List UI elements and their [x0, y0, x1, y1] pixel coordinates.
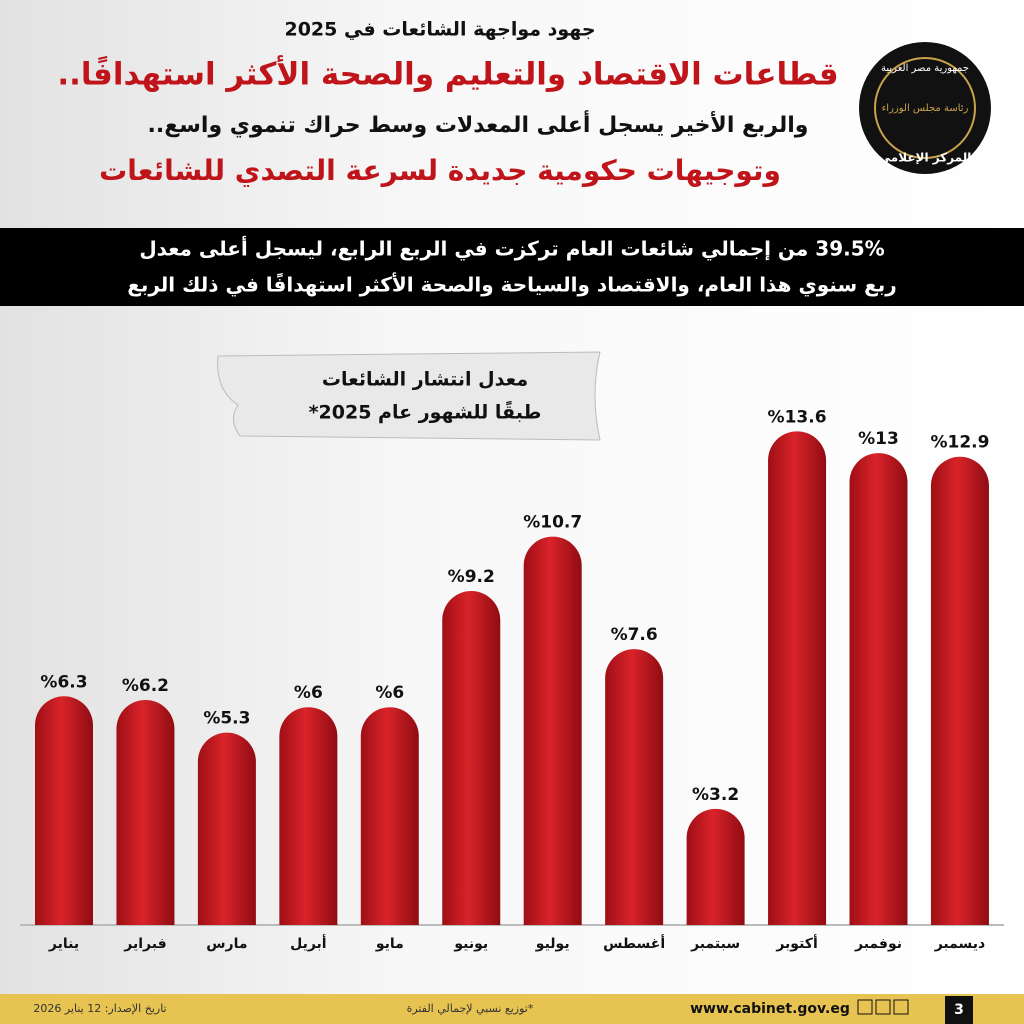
subheadline: وتوجيهات حكومية جديدة لسرعة التصدي للشائ…	[99, 154, 781, 187]
bar	[197, 732, 256, 925]
x-tick-label: يوليو	[535, 936, 570, 952]
banner	[0, 228, 1024, 306]
x-tick-label: نوفمبر	[854, 936, 902, 952]
x-tick-label: سبتمبر	[690, 936, 740, 952]
chart-title: معدل انتشار الشائعات	[322, 369, 528, 391]
value-label: %5.3	[203, 709, 250, 729]
bar	[849, 453, 908, 925]
bar	[768, 431, 827, 925]
logo-text: جمهورية مصر العربية	[881, 63, 969, 74]
footer-date: تاريخ الإصدار: 12 يناير 2026	[33, 1002, 166, 1015]
social-icon	[857, 999, 873, 1015]
banner-text: ربع سنوي هذا العام، والاقتصاد والسياحة و…	[127, 272, 897, 298]
value-label: %13.6	[768, 407, 827, 427]
bar	[279, 707, 338, 925]
footer	[0, 994, 1024, 1024]
bar	[442, 591, 501, 925]
x-tick-label: ديسمبر	[934, 936, 986, 952]
value-label: %12.9	[930, 433, 989, 453]
bar	[686, 808, 745, 925]
social-icon	[875, 999, 891, 1015]
x-tick-label: أكتوبر	[775, 934, 817, 952]
ribbon	[217, 351, 601, 441]
x-tick-label: مايو	[375, 936, 404, 952]
x-tick-label: مارس	[206, 936, 247, 952]
footer-note: *توزيع نسبي لإجمالي الفترة	[407, 1002, 534, 1015]
value-label: %7.6	[611, 625, 658, 645]
logo-text: المركز الإعلامي	[879, 151, 972, 165]
value-label: %9.2	[448, 567, 495, 587]
value-label: %6	[294, 683, 323, 703]
logo-text: رئاسة مجلس الوزراء	[882, 103, 969, 114]
bar	[605, 649, 664, 925]
value-label: %6	[375, 683, 404, 703]
value-label: %3.2	[692, 785, 739, 805]
chart-subtitle: طبقًا للشهور عام 2025*	[309, 401, 542, 424]
x-tick-label: فبراير	[123, 936, 166, 952]
logo-circle	[859, 42, 991, 174]
value-label: %10.7	[523, 513, 582, 533]
x-tick-label: أغسطس	[603, 934, 665, 952]
bar	[930, 456, 989, 925]
value-label: %6.3	[40, 672, 87, 692]
logo-ring	[874, 57, 976, 159]
banner-text: 39.5% من إجمالي شائعات العام تركزت في ال…	[139, 235, 884, 262]
value-label: %13	[858, 429, 899, 449]
bar	[35, 696, 93, 925]
x-tick-label: أبريل	[290, 934, 327, 952]
x-tick-label: يونيو	[453, 936, 488, 952]
social-icon	[893, 999, 909, 1015]
logo: جمهورية مصر العربية رئاسة مجلس الوزراء ا…	[859, 42, 991, 174]
bar	[360, 707, 419, 925]
value-label: %6.2	[122, 676, 169, 696]
page-badge	[945, 996, 973, 1024]
x-tick-label: يناير	[48, 936, 79, 952]
subheadline: والربع الأخير يسجل أعلى المعدلات وسط حرا…	[148, 109, 809, 138]
bar	[116, 699, 175, 925]
headline: قطاعات الاقتصاد والتعليم والصحة الأكثر ا…	[57, 55, 838, 93]
kicker: جهود مواجهة الشائعات في 2025	[284, 19, 595, 41]
page-number: 3	[954, 1002, 964, 1018]
bar	[523, 536, 582, 925]
website: www.cabinet.gov.eg	[690, 1001, 850, 1017]
